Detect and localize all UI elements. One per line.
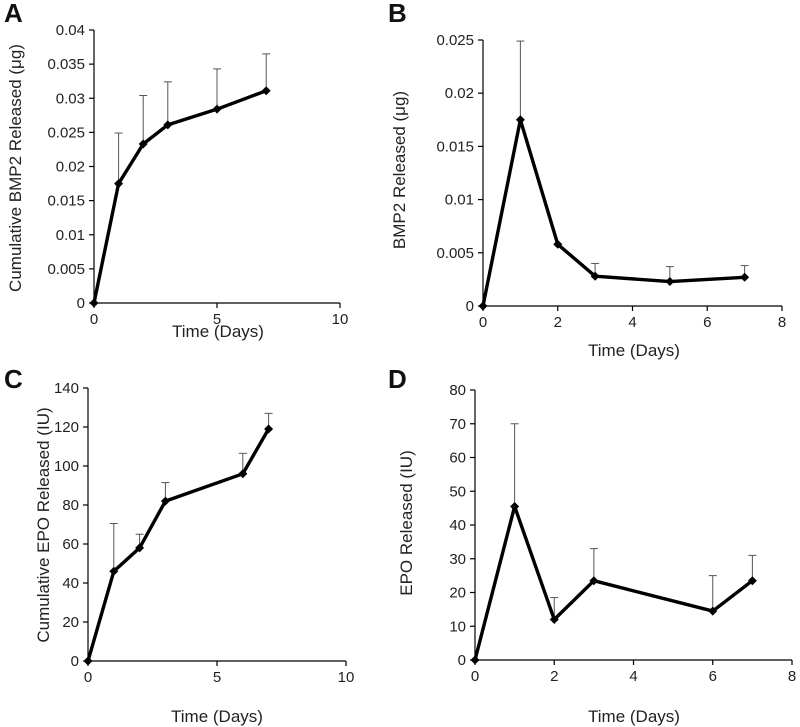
panel-b-data-point: [665, 277, 675, 287]
panel-b-x-tick-label: 0: [479, 314, 487, 331]
panel-b-x-tick-label: 8: [778, 314, 786, 331]
panel-d-y-axis-title: EPO Released (IU): [397, 450, 416, 596]
panel-d-data-point: [470, 655, 480, 665]
panel-d-y-tick-label: 30: [449, 551, 466, 568]
panel-c: C Cumulative EPO Released (IU) Time (Day…: [4, 364, 354, 726]
panel-d-data-point: [708, 606, 718, 616]
panel-a: A Cumulative BMP2 Released (μg) Time (Da…: [4, 0, 348, 341]
panel-a-y-tick-label: 0.04: [56, 22, 85, 39]
panel-d-y-tick-label: 0: [458, 652, 466, 669]
panel-a-x-tick-label: 10: [332, 311, 349, 328]
panel-a-letter: A: [4, 0, 23, 28]
panel-b-y-tick-label: 0.02: [445, 85, 474, 102]
panel-c-data-point: [160, 496, 170, 506]
panel-d-y-tick-label: 20: [449, 585, 466, 602]
panel-d-y-tick-label: 40: [449, 517, 466, 534]
panel-d-x-tick-label: 2: [550, 668, 558, 685]
panel-c-data-point: [83, 656, 93, 666]
panel-d-x-tick-label: 6: [709, 668, 717, 685]
panel-a-y-tick-label: 0.03: [56, 90, 85, 107]
panel-c-data-point: [264, 424, 274, 434]
panel-a-data-point: [163, 120, 173, 130]
panel-a-data-point: [138, 139, 148, 149]
panel-a-y-tick-label: 0.01: [56, 227, 85, 244]
panel-c-y-tick-label: 140: [54, 380, 79, 397]
panel-c-data-point: [109, 566, 119, 576]
panel-c-x-tick-label: 0: [84, 669, 92, 686]
panel-d-data-point: [747, 576, 757, 586]
panel-a-y-tick-label: 0.005: [47, 261, 85, 278]
panel-d-x-axis-title: Time (Days): [588, 707, 680, 726]
panel-a-y-tick-label: 0.025: [47, 124, 85, 141]
panel-d-data-point: [589, 576, 599, 586]
panel-a-x-tick-label: 5: [213, 311, 221, 328]
panel-a-plot: 0 0.005 0.01 0.015 0.02 0.025 0.03 0.035 0.04 0 5 1…: [47, 22, 348, 328]
panel-d: D EPO Released (IU) Time (Days) 01020304…: [388, 364, 796, 726]
panel-c-y-tick-label: 40: [62, 575, 79, 592]
panel-a-data-point: [261, 86, 271, 96]
panel-a-data-point: [89, 298, 99, 308]
panel-b-data-point: [740, 272, 750, 282]
panel-b-letter: B: [388, 0, 407, 28]
panel-b-y-tick-label: 0.015: [436, 138, 474, 155]
panel-b-x-tick-label: 6: [703, 314, 711, 331]
panel-d-data-point: [510, 501, 520, 511]
panel-b-plot: 0 0.005 0.01 0.015 0.02 0.025 0 2 4 6 8: [436, 32, 786, 331]
panel-b-data-point: [478, 301, 488, 311]
panel-a-x-axis-title: Time (Days): [172, 322, 264, 341]
panel-a-series-line: [92, 89, 267, 304]
panel-a-y-tick-label: 0.02: [56, 159, 85, 176]
panel-c-data-point: [135, 543, 145, 553]
panel-b-x-axis-title: Time (Days): [588, 341, 680, 360]
panel-b-data-point: [590, 271, 600, 281]
panel-d-x-tick-label: 4: [629, 668, 637, 685]
panel-a-y-tick-label: 0.015: [47, 193, 85, 210]
panel-a-x-tick-label: 0: [90, 311, 98, 328]
panel-a-data-point: [114, 179, 124, 189]
panel-b-series-line: [481, 118, 745, 307]
panel-c-y-tick-label: 60: [62, 536, 79, 553]
panel-d-y-tick-label: 70: [449, 416, 466, 433]
panel-d-x-tick-label: 0: [471, 668, 479, 685]
panel-c-x-tick-label: 5: [213, 669, 221, 686]
panel-c-y-tick-label: 100: [54, 458, 79, 475]
panel-c-data-point: [238, 469, 248, 479]
panel-b-x-tick-label: 2: [554, 314, 562, 331]
panel-b-y-tick-label: 0.01: [445, 192, 474, 209]
panel-c-y-tick-label: 80: [62, 497, 79, 514]
panel-c-y-tick-label: 20: [62, 614, 79, 631]
panel-d-y-tick-label: 60: [449, 450, 466, 467]
panel-c-x-axis-title: Time (Days): [171, 707, 263, 726]
panel-d-y-tick-label: 50: [449, 483, 466, 500]
panel-a-y-tick-label: 0: [77, 295, 85, 312]
panel-b-x-tick-label: 4: [628, 314, 636, 331]
panel-c-y-axis-title: Cumulative EPO Released (IU): [34, 407, 53, 642]
panel-d-y-tick-label: 10: [449, 618, 466, 635]
panel-c-y-tick-label: 0: [71, 653, 79, 670]
panel-c-y-tick-label: 120: [54, 419, 79, 436]
panel-d-plot: 0 10 20 30 40 50 60 70 80 0 2 4 6 8: [449, 382, 796, 685]
panel-b-y-tick-label: 0.025: [436, 32, 474, 49]
panel-d-data-point: [549, 615, 559, 624]
panel-c-plot: 0 20 40 60 80 100 120 140 0 5 10: [54, 380, 354, 686]
panel-a-y-axis-title: Cumulative BMP2 Released (μg): [6, 44, 25, 292]
panel-d-letter: D: [388, 364, 407, 394]
panel-b-data-point: [553, 239, 563, 249]
panel-c-series-line: [86, 428, 271, 662]
panel-b: B BMP2 Released (μg) Time (Days) 00.0050…: [388, 0, 786, 360]
panel-b-y-tick-label: 0.005: [436, 245, 474, 262]
panel-a-data-point: [212, 104, 222, 114]
panel-c-letter: C: [4, 364, 23, 394]
panel-b-data-point: [515, 115, 525, 125]
panel-d-y-tick-label: 80: [449, 382, 466, 399]
panel-b-y-tick-label: 0: [466, 298, 474, 315]
panel-d-series-line: [473, 504, 754, 661]
panel-d-x-tick-label: 8: [788, 668, 796, 685]
panel-a-y-tick-label: 0.035: [47, 56, 85, 73]
panel-b-y-axis-title: BMP2 Released (μg): [390, 91, 409, 249]
panel-c-x-tick-label: 10: [338, 669, 355, 686]
